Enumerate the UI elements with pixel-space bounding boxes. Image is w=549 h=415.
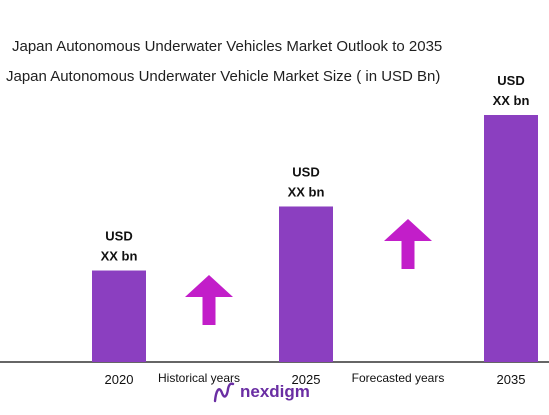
- chart-title: Japan Autonomous Underwater Vehicles Mar…: [12, 38, 443, 55]
- period-label: Historical years: [158, 371, 240, 385]
- nexdigm-logo: nexdigm: [212, 381, 310, 403]
- bar-value-label: USD: [105, 229, 132, 244]
- period-label: Forecasted years: [352, 371, 445, 385]
- bar-value-label: XX bn: [288, 184, 325, 199]
- bar-value-label: XX bn: [493, 93, 530, 108]
- bar-2025: [279, 206, 333, 362]
- logo-text: nexdigm: [240, 382, 310, 401]
- bar-2035: [484, 115, 538, 362]
- x-tick-label: 2035: [497, 372, 526, 387]
- trend-arrow-up-icon: [384, 219, 432, 269]
- x-tick-label: 2025: [292, 372, 321, 387]
- chart-subtitle: Japan Autonomous Underwater Vehicle Mark…: [6, 68, 441, 85]
- bar-value-label: USD: [292, 164, 319, 179]
- nexdigm-logo-icon: [213, 382, 235, 403]
- x-tick-label: 2020: [105, 372, 134, 387]
- bar-2020: [92, 270, 146, 362]
- trend-arrow-up-icon: [185, 275, 233, 325]
- bar-value-label: USD: [497, 73, 524, 88]
- bar-value-label: XX bn: [101, 249, 138, 264]
